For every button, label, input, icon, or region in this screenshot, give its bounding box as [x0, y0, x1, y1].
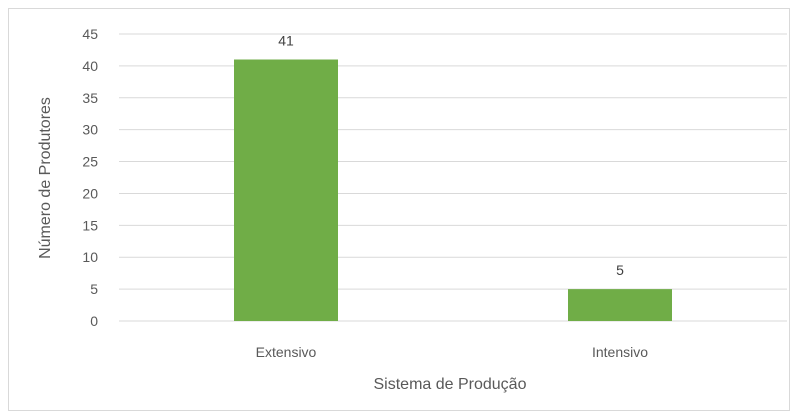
- y-tick-label: 35: [82, 90, 98, 106]
- bar-extensivo: [234, 59, 338, 322]
- chart-frame: [8, 8, 790, 411]
- data-label-intensivo: 5: [616, 262, 624, 278]
- data-labels: 41 5: [278, 33, 624, 279]
- y-tick-label: 10: [82, 249, 98, 265]
- y-tick-label: 15: [82, 217, 98, 233]
- y-tick-label: 0: [90, 313, 98, 329]
- y-tick-label: 45: [82, 26, 98, 42]
- gridlines: [119, 33, 787, 322]
- y-axis-title: Número de Produtores: [37, 97, 54, 259]
- y-tick-label: 5: [90, 281, 98, 297]
- y-tick-label: 40: [82, 58, 98, 74]
- y-axis-tick-labels: 0 5 10 15 20 25 30 35 40 45: [82, 26, 98, 329]
- data-label-extensivo: 41: [278, 33, 294, 49]
- x-axis-tick-labels: Extensivo Intensivo: [256, 344, 649, 360]
- x-axis-title: Sistema de Produção: [374, 376, 527, 393]
- bar-intensivo: [568, 289, 672, 321]
- x-tick-label-intensivo: Intensivo: [592, 344, 648, 360]
- y-tick-label: 30: [82, 122, 98, 138]
- y-tick-label: 20: [82, 185, 98, 201]
- y-tick-label: 25: [82, 154, 98, 170]
- x-tick-label-extensivo: Extensivo: [256, 344, 317, 360]
- bars: [234, 59, 672, 322]
